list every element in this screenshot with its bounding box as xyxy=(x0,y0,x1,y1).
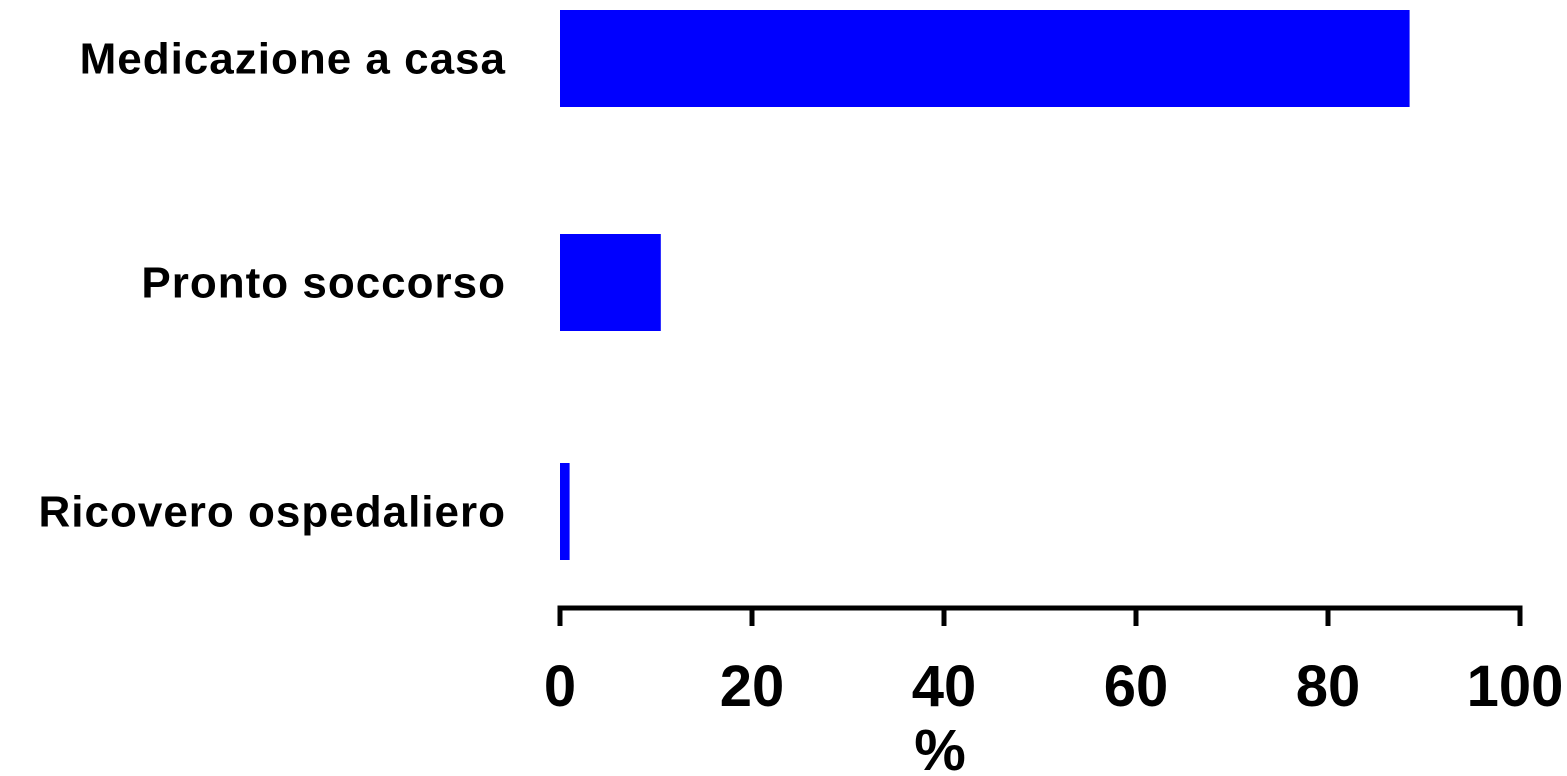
bar-pronto-soccorso xyxy=(560,234,661,331)
x-tick-label-20: 20 xyxy=(720,654,785,719)
category-label-pronto-soccorso: Pronto soccorso xyxy=(141,259,506,308)
category-label-ricovero-ospedaliero: Ricovero ospedaliero xyxy=(39,488,506,537)
x-tick-label-40: 40 xyxy=(912,654,977,719)
x-tick-label-100: 100 xyxy=(1467,654,1564,719)
x-tick-label-80: 80 xyxy=(1296,654,1361,719)
bars-group xyxy=(560,10,1410,560)
x-axis-title: % xyxy=(914,718,966,776)
category-labels-group: Medicazione a casa Pronto soccorso Ricover… xyxy=(39,35,506,537)
category-label-medicazione-a-casa: Medicazione a casa xyxy=(80,35,506,84)
x-tick-label-0: 0 xyxy=(544,654,576,719)
x-axis: 0 20 40 60 80 100 xyxy=(544,605,1564,719)
bar-ricovero-ospedaliero xyxy=(560,463,570,560)
x-tick-label-60: 60 xyxy=(1104,654,1169,719)
bar-medicazione-a-casa xyxy=(560,10,1410,107)
